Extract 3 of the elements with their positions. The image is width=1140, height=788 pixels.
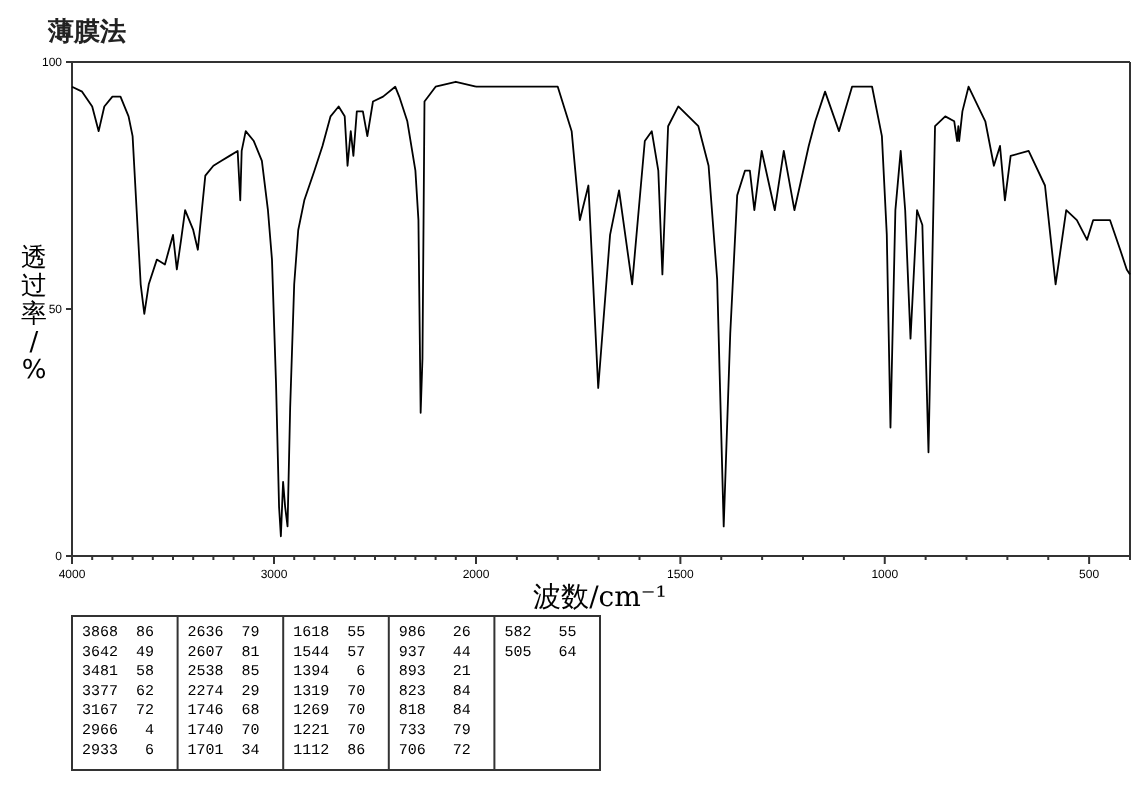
y-axis-title: 透过率/% (21, 244, 47, 386)
chart-title: 薄膜法 (46, 16, 126, 46)
x-axis-title: 波数/cm⁻¹ (533, 582, 667, 614)
